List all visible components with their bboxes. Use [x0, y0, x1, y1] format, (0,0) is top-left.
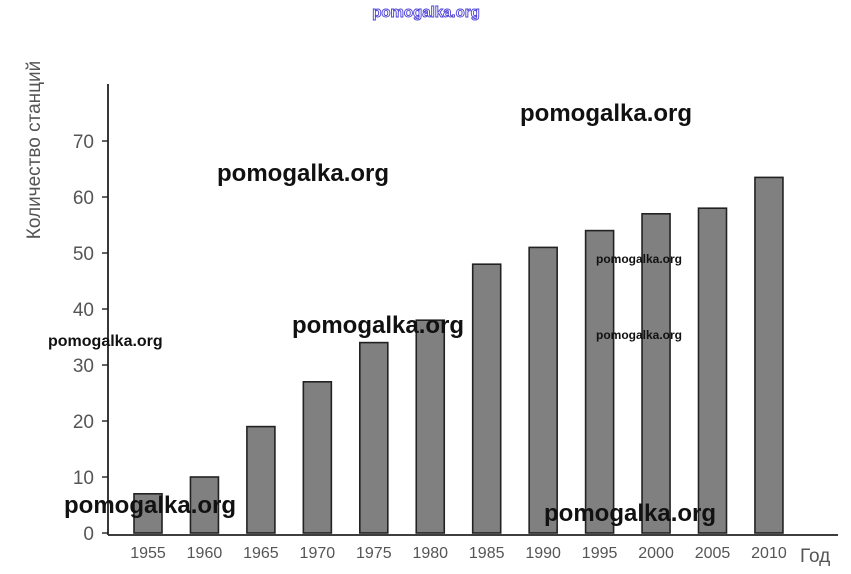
bar-1970: [302, 380, 333, 534]
bar-1975: [358, 341, 389, 534]
watermark-top: pomogalka.org: [372, 4, 480, 21]
x-tick-label: 1985: [469, 545, 505, 562]
bar-1965: [246, 425, 276, 534]
bar-1955: [133, 492, 163, 534]
x-tick-label: 2005: [695, 545, 731, 562]
bar-1995: [584, 229, 615, 534]
watermark: pomogalka.org: [596, 252, 682, 266]
y-tick-label: 70: [73, 132, 94, 153]
x-tick-label: 1990: [525, 545, 561, 562]
x-tick-label: 1980: [412, 545, 448, 562]
bar-1990: [528, 246, 558, 534]
watermark: pomogalka.org: [64, 492, 236, 519]
x-tick-label: 1965: [243, 545, 279, 562]
watermark: pomogalka.org: [520, 100, 692, 127]
bars: [133, 176, 784, 534]
watermark: pomogalka.org: [217, 160, 389, 187]
watermark: pomogalka.org: [48, 333, 163, 350]
y-tick-label: 0: [83, 524, 94, 545]
watermark: pomogalka.org: [596, 328, 682, 342]
bar-2000: [641, 213, 671, 534]
y-axis-title: Количество станций: [24, 61, 45, 239]
y-ticks: 0 10 20 30 40 50 60 70: [73, 132, 108, 545]
x-tick-label: 2010: [751, 545, 787, 562]
x-tick-label: 1955: [130, 545, 166, 562]
x-tick-label: 2000: [638, 545, 674, 562]
bar-2005: [697, 207, 728, 534]
watermarks: pomogalka.org pomogalka.org pomogalka.or…: [48, 4, 716, 527]
x-tick-label: 1995: [582, 545, 618, 562]
y-tick-label: 10: [73, 468, 94, 489]
bar-1980: [415, 319, 446, 534]
y-tick-label: 40: [73, 300, 94, 321]
x-tick-label: 1975: [356, 545, 392, 562]
x-tick-label: 1970: [300, 545, 336, 562]
y-tick-label: 60: [73, 188, 94, 209]
watermark: pomogalka.org: [292, 312, 464, 339]
bar-1985: [471, 263, 502, 534]
y-tick-label: 20: [73, 412, 94, 433]
x-axis-title: Год: [800, 546, 830, 567]
bar-1960: [189, 476, 220, 534]
watermark: pomogalka.org: [544, 500, 716, 527]
bar-2010: [754, 176, 784, 534]
y-tick-label: 30: [73, 356, 94, 377]
y-tick-label: 50: [73, 244, 94, 265]
x-tick-label: 1960: [187, 545, 223, 562]
x-ticks: 1955 1960 1965 1970 1975 1980 1985 1990 1995 2000…: [130, 545, 787, 562]
